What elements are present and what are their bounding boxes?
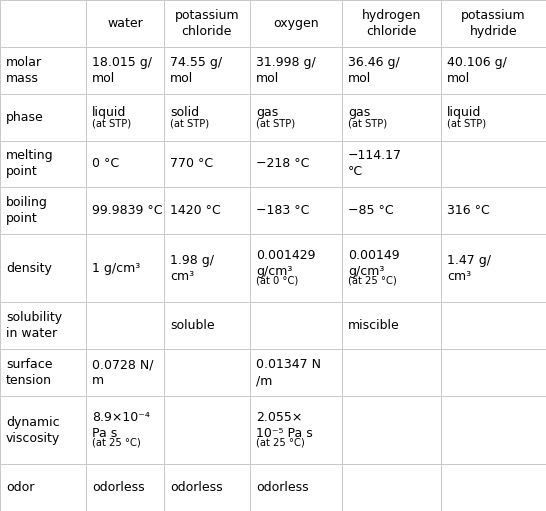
Text: (at STP): (at STP) [447,119,486,128]
Text: 74.55 g/
mol: 74.55 g/ mol [170,56,222,85]
Text: −85 °C: −85 °C [348,204,394,217]
Text: surface
tension: surface tension [6,358,52,387]
Text: 0 °C: 0 °C [92,157,120,171]
Text: (at 25 °C): (at 25 °C) [256,438,305,448]
Text: −218 °C: −218 °C [256,157,310,171]
Text: 1.47 g/
cm³: 1.47 g/ cm³ [447,254,491,283]
Text: 8.9×10⁻⁴
Pa s: 8.9×10⁻⁴ Pa s [92,410,150,439]
Text: odorless: odorless [170,481,222,494]
Text: (at 25 °C): (at 25 °C) [92,438,141,448]
Text: melting
point: melting point [6,149,54,178]
Text: (at STP): (at STP) [256,119,295,128]
Text: potassium
hydride: potassium hydride [461,9,526,38]
Text: potassium
chloride: potassium chloride [175,9,239,38]
Text: liquid: liquid [447,106,482,119]
Text: odor: odor [6,481,34,494]
Text: (at STP): (at STP) [170,119,209,128]
Text: 770 °C: 770 °C [170,157,213,171]
Text: dynamic
viscosity: dynamic viscosity [6,415,60,445]
Text: 31.998 g/
mol: 31.998 g/ mol [256,56,316,85]
Text: 0.001429
g/cm³: 0.001429 g/cm³ [256,249,316,278]
Text: miscible: miscible [348,319,400,332]
Text: 1 g/cm³: 1 g/cm³ [92,262,140,275]
Text: density: density [6,262,52,275]
Text: gas: gas [256,106,278,119]
Text: gas: gas [348,106,370,119]
Text: solid: solid [170,106,199,119]
Text: 40.106 g/
mol: 40.106 g/ mol [447,56,507,85]
Text: 0.01347 N
/m: 0.01347 N /m [256,358,321,387]
Text: liquid: liquid [92,106,127,119]
Text: solubility
in water: solubility in water [6,311,62,340]
Text: 18.015 g/
mol: 18.015 g/ mol [92,56,152,85]
Text: (at 25 °C): (at 25 °C) [348,276,396,286]
Text: (at STP): (at STP) [92,119,132,128]
Text: 0.00149
g/cm³: 0.00149 g/cm³ [348,249,400,278]
Text: oxygen: oxygen [273,17,319,30]
Text: 1420 °C: 1420 °C [170,204,221,217]
Text: 0.0728 N/
m: 0.0728 N/ m [92,358,154,387]
Text: hydrogen
chloride: hydrogen chloride [362,9,421,38]
Text: 99.9839 °C: 99.9839 °C [92,204,163,217]
Text: −114.17
°C: −114.17 °C [348,149,402,178]
Text: phase: phase [6,110,44,124]
Text: 36.46 g/
mol: 36.46 g/ mol [348,56,400,85]
Text: odorless: odorless [92,481,145,494]
Text: (at STP): (at STP) [348,119,387,128]
Text: molar
mass: molar mass [6,56,42,85]
Text: odorless: odorless [256,481,308,494]
Text: 316 °C: 316 °C [447,204,490,217]
Text: 1.98 g/
cm³: 1.98 g/ cm³ [170,254,214,283]
Text: water: water [107,17,143,30]
Text: (at 0 °C): (at 0 °C) [256,276,298,286]
Text: soluble: soluble [170,319,215,332]
Text: −183 °C: −183 °C [256,204,310,217]
Text: 2.055×
10⁻⁵ Pa s: 2.055× 10⁻⁵ Pa s [256,410,313,439]
Text: boiling
point: boiling point [6,196,48,225]
